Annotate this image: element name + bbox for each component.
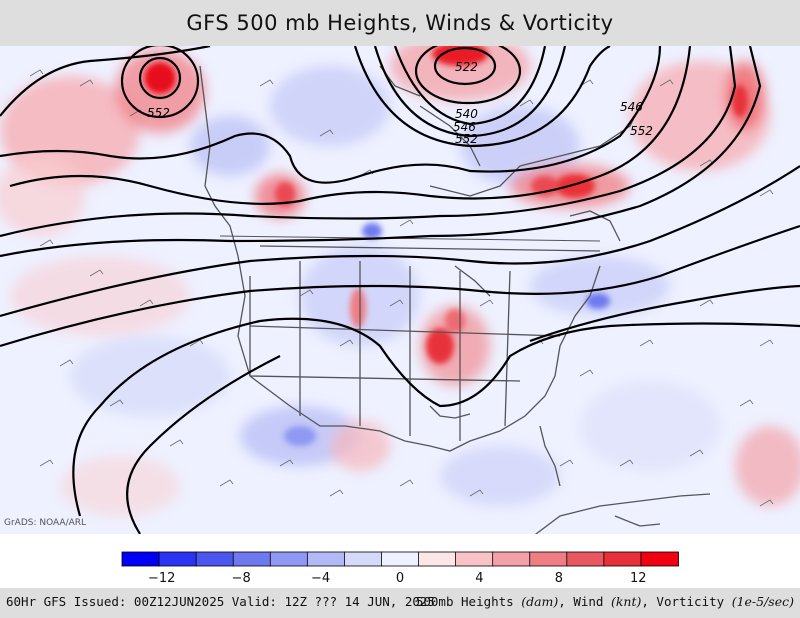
colorbar-swatch (306, 551, 346, 567)
colorbar-swatch (158, 551, 198, 567)
contour-label: 552 (147, 106, 170, 120)
colorbar-swatch (381, 551, 420, 567)
colorbar-swatch (232, 551, 272, 567)
colorbar-swatch (269, 551, 309, 567)
heights-unit: (dam) (521, 594, 559, 609)
vorticity-map: 552 522 540 546 552 546 552 (0, 46, 800, 534)
heights-label: 500mb Heights (415, 594, 522, 609)
colorbar-tick-label: 4 (475, 571, 483, 586)
vorticity-unit: (1e-5/sec) (731, 594, 794, 609)
contour-label: 522 (455, 60, 478, 74)
wind-label: , Wind (558, 594, 611, 609)
vorticity-field (0, 46, 800, 516)
wind-barbs (29, 69, 774, 507)
height-contours (0, 46, 800, 534)
colorbar-swatches (121, 551, 679, 567)
contour-label: 546 (620, 100, 643, 114)
field-legend: 500mb Heights (dam), Wind (knt), Vortici… (416, 594, 794, 609)
vorticity-label: , Vorticity (641, 594, 732, 609)
colorbar-swatch (603, 551, 642, 567)
footer-bar: 60Hr GFS Issued: 00Z12JUN2025 Valid: 12Z… (0, 588, 800, 618)
colorbar: −12 −8 −4 0 4 8 12 (121, 551, 679, 586)
colorbar-swatch (455, 551, 494, 567)
contour-label: 540 (455, 107, 478, 121)
colorbar-tick-label: −8 (232, 571, 251, 586)
contour-label: 552 (630, 124, 653, 138)
colorbar-tick-label: −4 (311, 571, 330, 586)
credit-label: GrADS: NOAA/ARL (4, 518, 87, 528)
colorbar-swatch (529, 551, 568, 567)
chart-title: GFS 500 mb Heights, Winds & Vorticity (186, 11, 614, 35)
colorbar-tick-label: −12 (148, 571, 175, 586)
colorbar-swatch (640, 551, 679, 567)
colorbar-swatch (121, 551, 160, 567)
title-bar: GFS 500 mb Heights, Winds & Vorticity (0, 0, 800, 46)
colorbar-swatch (343, 551, 383, 567)
colorbar-tick-label: 0 (396, 571, 404, 586)
colorbar-tick-label: 12 (630, 571, 647, 586)
colorbar-swatch (566, 551, 605, 567)
colorbar-tick-label: 8 (555, 571, 563, 586)
colorbar-tick-labels: −12 −8 −4 0 4 8 12 (148, 571, 647, 586)
map-panel[interactable]: 552 522 540 546 552 546 552 GrADS: NOAA/… (0, 46, 800, 534)
contour-labels: 552 522 540 546 552 546 552 (147, 60, 653, 146)
run-info: 60Hr GFS Issued: 00Z12JUN2025 Valid: 12Z… (6, 594, 435, 609)
colorbar-swatch (492, 551, 531, 567)
map-boundaries (199, 65, 711, 534)
contour-label: 546 (453, 120, 476, 134)
contour-label: 552 (455, 132, 478, 146)
wind-unit: (knt) (610, 594, 642, 609)
colorbar-swatch (418, 551, 457, 567)
colorbar-swatch (195, 551, 235, 567)
